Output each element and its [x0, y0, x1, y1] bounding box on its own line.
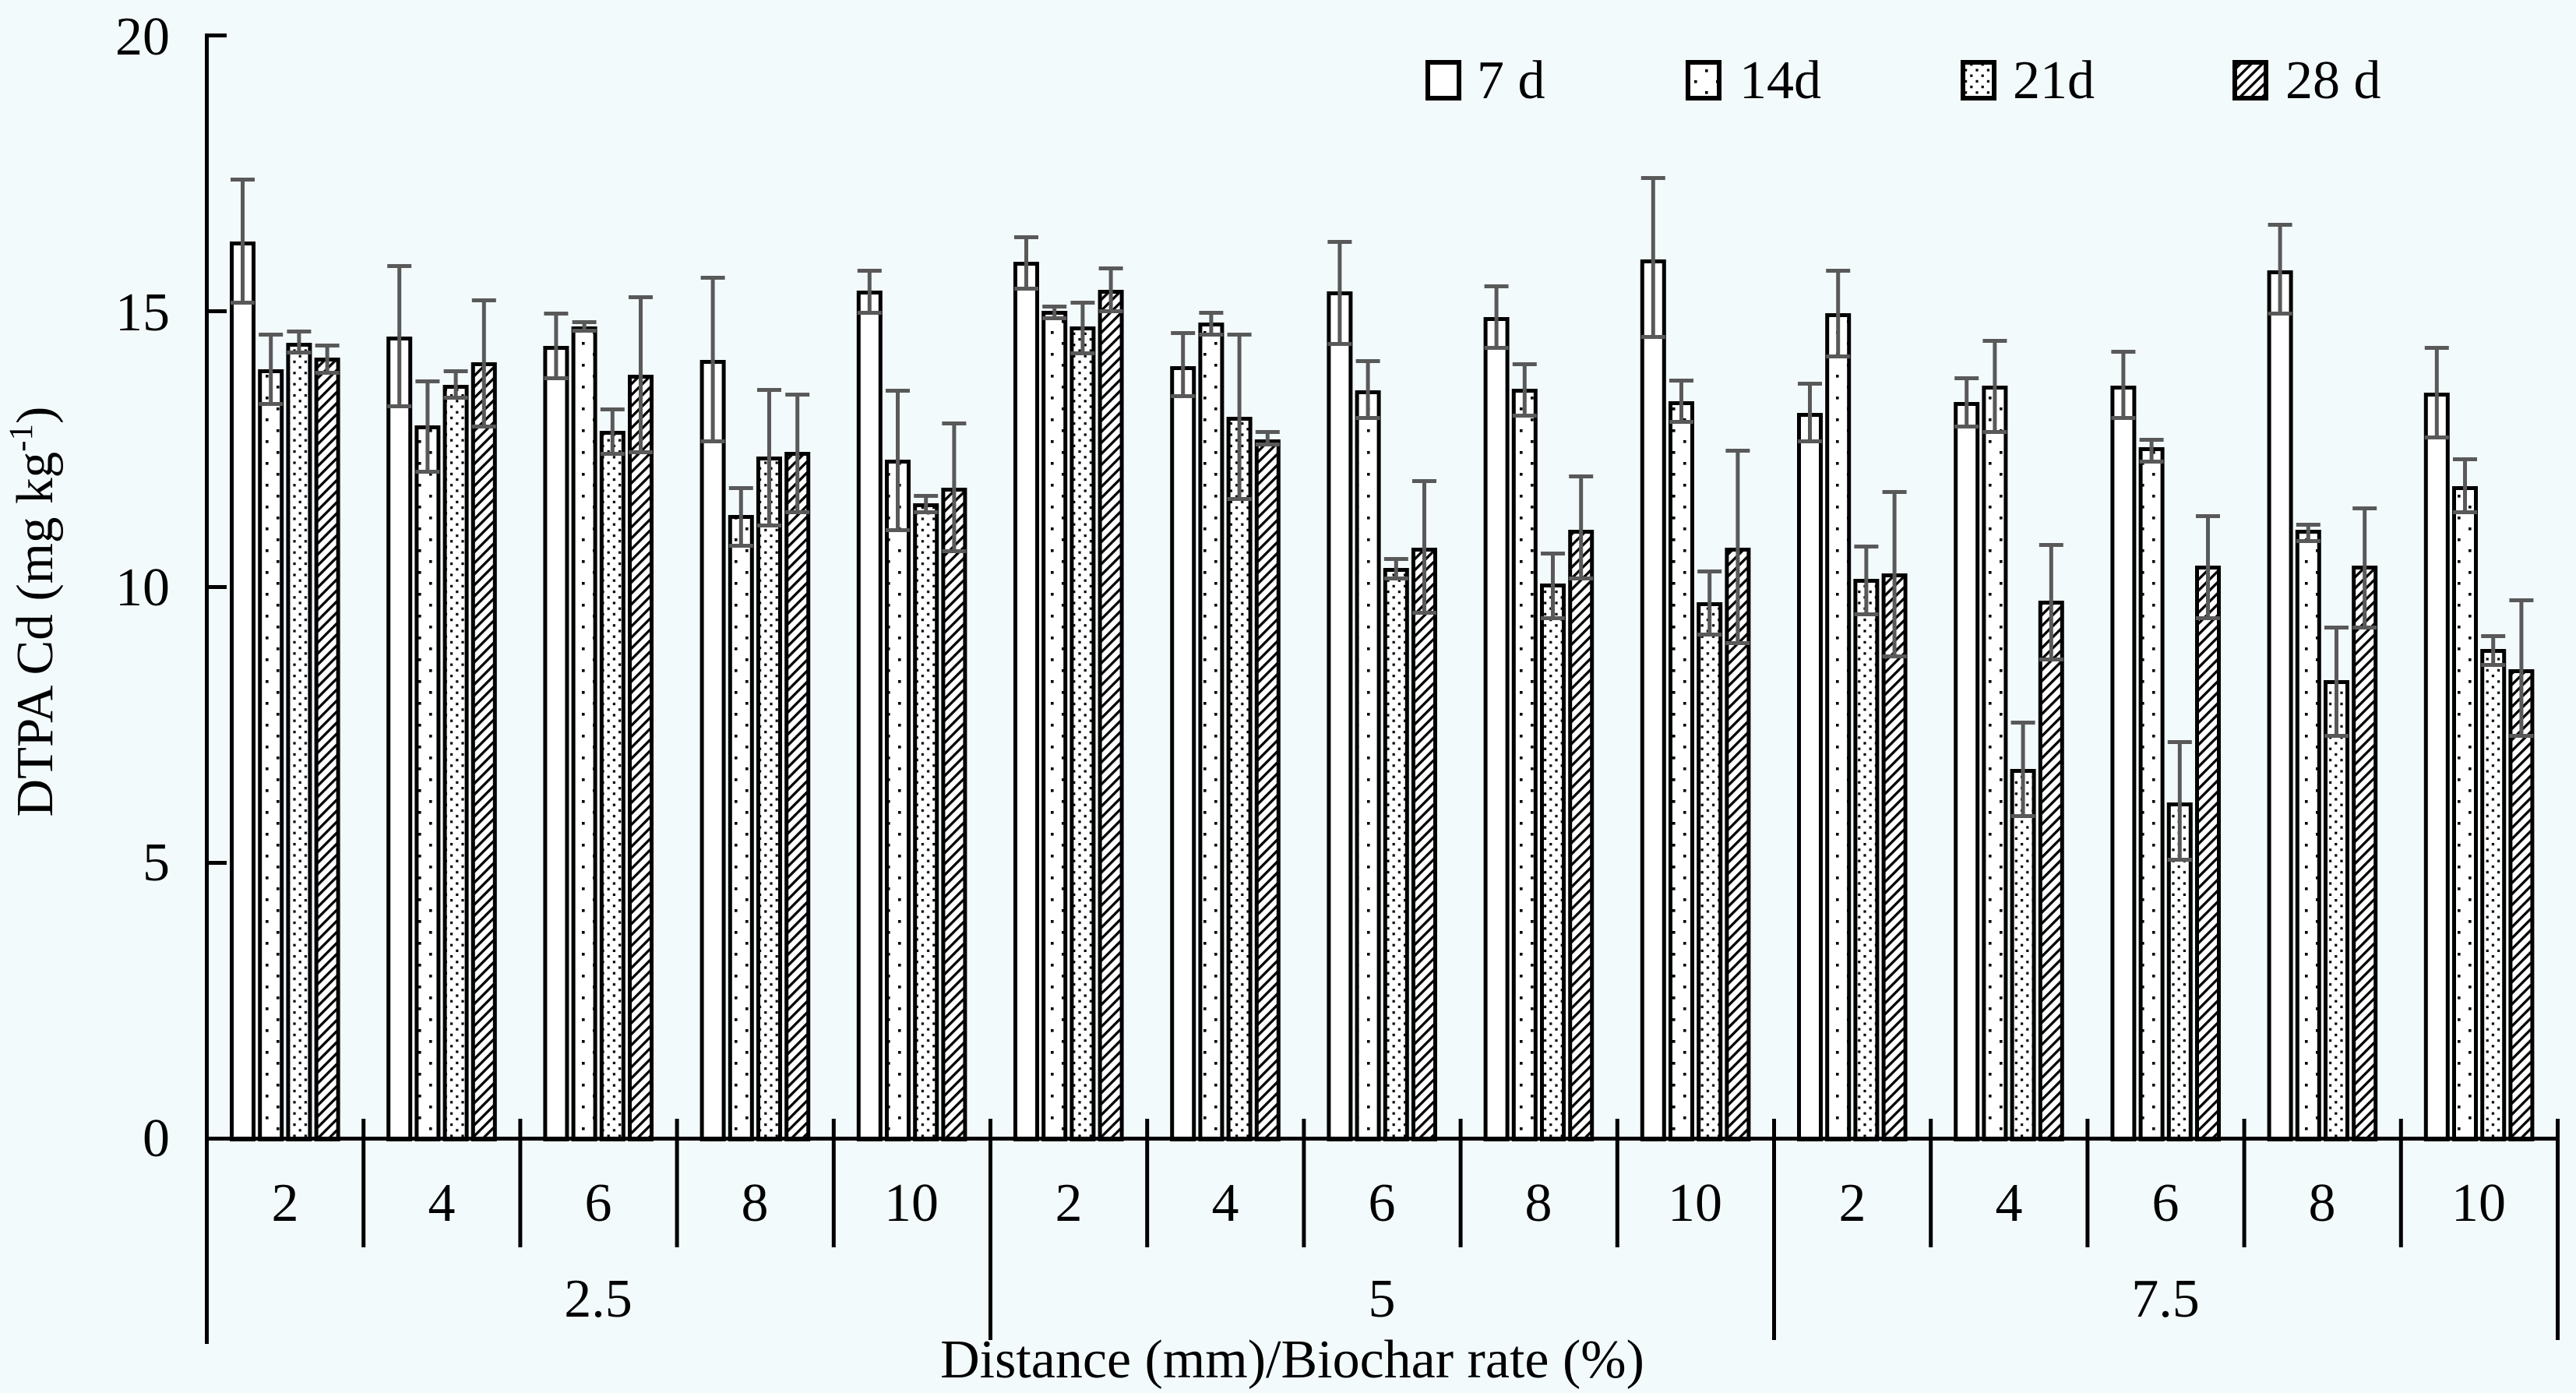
- svg-text:7 d: 7 d: [1477, 51, 1545, 111]
- svg-text:21d: 21d: [2013, 51, 2095, 111]
- svg-text:0: 0: [143, 1109, 170, 1169]
- svg-text:10: 10: [115, 558, 170, 618]
- svg-text:4: 4: [1212, 1173, 1239, 1233]
- svg-text:6: 6: [1369, 1173, 1396, 1233]
- svg-text:2.5: 2.5: [564, 1269, 633, 1329]
- svg-text:28 d: 28 d: [2285, 51, 2381, 111]
- svg-text:8: 8: [1525, 1173, 1552, 1233]
- svg-text:8: 8: [2309, 1173, 2336, 1233]
- svg-text:10: 10: [884, 1173, 939, 1233]
- svg-text:7.5: 7.5: [2131, 1269, 2200, 1329]
- svg-text:20: 20: [115, 7, 170, 67]
- svg-text:2: 2: [1839, 1173, 1866, 1233]
- svg-text:15: 15: [115, 283, 170, 343]
- svg-text:4: 4: [428, 1173, 456, 1233]
- svg-text:5: 5: [1369, 1269, 1396, 1329]
- svg-text:10: 10: [1668, 1173, 1722, 1233]
- svg-text:10: 10: [2451, 1173, 2506, 1233]
- svg-text:2: 2: [272, 1173, 299, 1233]
- svg-text:6: 6: [2152, 1173, 2180, 1233]
- svg-text:8: 8: [742, 1173, 769, 1233]
- svg-text:DTPA Cd (mg kg-1): DTPA Cd (mg kg-1): [3, 407, 64, 817]
- svg-text:Distance (mm)/Biochar rate (%): Distance (mm)/Biochar rate (%): [940, 1330, 1644, 1390]
- svg-text:2: 2: [1055, 1173, 1083, 1233]
- svg-text:5: 5: [143, 833, 170, 893]
- svg-text:14d: 14d: [1739, 51, 1821, 111]
- svg-text:4: 4: [1996, 1173, 2023, 1233]
- svg-text:6: 6: [585, 1173, 612, 1233]
